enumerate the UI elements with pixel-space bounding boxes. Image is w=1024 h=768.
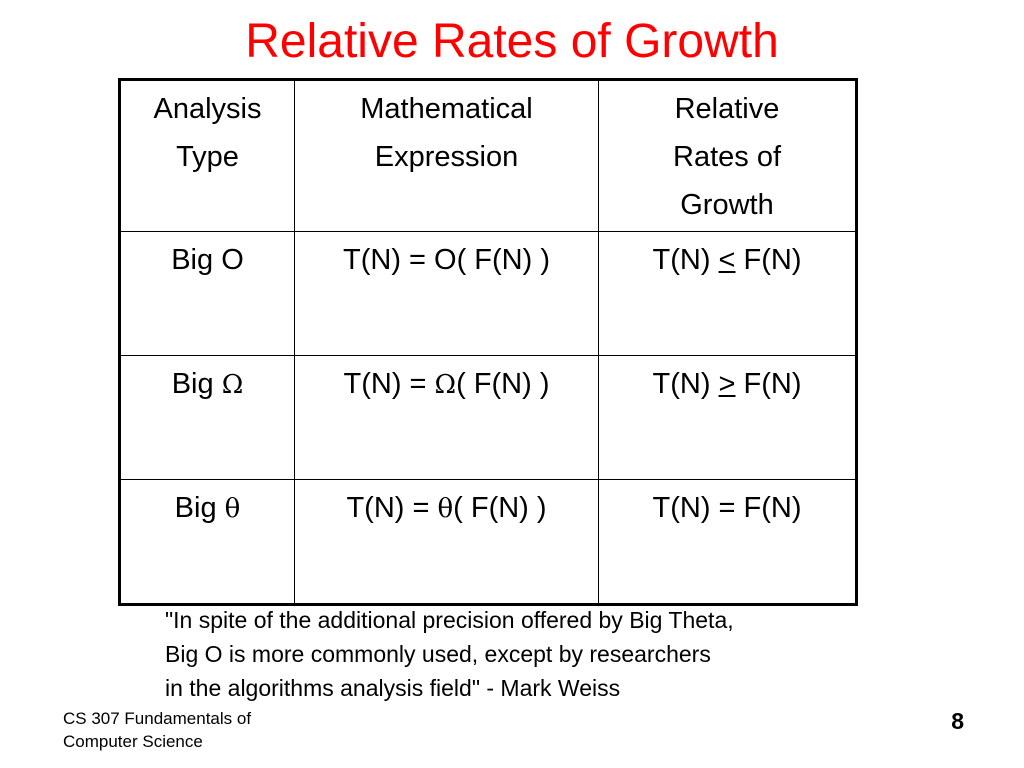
- table-row: Big θ T(N) = θ( F(N) ) T(N) = F(N): [119, 479, 857, 605]
- header-line: Rates of: [673, 141, 781, 173]
- growth-cell: T(N) = F(N): [598, 479, 857, 605]
- analysis-type-cell: Big O: [119, 231, 295, 356]
- growth-cell: T(N) > F(N): [598, 355, 857, 480]
- growth-left: T(N): [652, 368, 719, 400]
- header-mathematical-expression: Mathematical Expression: [294, 79, 599, 232]
- course-footer: CS 307 Fundamentals of Computer Science: [63, 707, 251, 753]
- analysis-prefix: Big: [174, 492, 217, 524]
- expression-prefix: T(N) =: [343, 368, 435, 400]
- growth-left: T(N): [652, 492, 719, 524]
- page-number: 8: [951, 708, 964, 734]
- analysis-prefix: Big: [171, 368, 214, 400]
- analysis-symbol: O: [221, 244, 244, 276]
- less-or-equal-operator: <: [718, 244, 736, 276]
- growth-cell: T(N) < F(N): [598, 231, 857, 356]
- header-analysis-type: Analysis Type: [119, 79, 295, 232]
- header-line: Mathematical: [360, 93, 533, 125]
- equals-operator: =: [718, 492, 736, 524]
- quote-line: in the algorithms analysis field" - Mark…: [165, 675, 621, 701]
- course-footer-line: CS 307 Fundamentals of: [63, 709, 252, 728]
- quote-text: "In spite of the additional precision of…: [165, 603, 885, 705]
- table-row: Big O T(N) = O( F(N) ) T(N) < F(N): [119, 231, 857, 356]
- expression-cell: T(N) = Ω( F(N) ): [294, 355, 599, 480]
- expression-prefix: T(N) =: [346, 492, 438, 524]
- quote-line: "In spite of the additional precision of…: [165, 607, 734, 633]
- analysis-prefix: Big: [171, 244, 214, 276]
- expression-suffix: ( F(N) ): [453, 492, 547, 524]
- header-line: Analysis: [153, 93, 262, 125]
- growth-right: F(N): [735, 244, 802, 276]
- header-line: Relative: [674, 93, 780, 125]
- slide-title: Relative Rates of Growth: [245, 15, 779, 68]
- analysis-type-cell: Big Ω: [119, 355, 295, 480]
- greater-or-equal-operator: >: [718, 368, 736, 400]
- growth-rates-table: Analysis Type Mathematical Expression Re…: [118, 78, 858, 606]
- growth-left: T(N): [652, 244, 719, 276]
- header-relative-rates: Relative Rates of Growth: [598, 79, 857, 232]
- theta-symbol: θ: [224, 494, 241, 524]
- theta-symbol: θ: [437, 494, 454, 524]
- expression-suffix: ( F(N) ): [456, 368, 550, 400]
- course-footer-line: Computer Science: [63, 732, 203, 751]
- header-line: Growth: [680, 189, 774, 221]
- quote-line: Big O is more commonly used, except by r…: [165, 641, 711, 667]
- expression-cell: T(N) = θ( F(N) ): [294, 479, 599, 605]
- analysis-type-cell: Big θ: [119, 479, 295, 605]
- omega-symbol: Ω: [221, 370, 244, 400]
- growth-right: F(N): [735, 368, 802, 400]
- table-header-row: Analysis Type Mathematical Expression Re…: [119, 79, 857, 232]
- header-line: Type: [176, 141, 239, 173]
- expression-symbol: O: [434, 244, 457, 276]
- expression-prefix: T(N) =: [343, 244, 435, 276]
- header-line: Expression: [374, 141, 519, 173]
- expression-cell: T(N) = O( F(N) ): [294, 231, 599, 356]
- omega-symbol: Ω: [434, 370, 457, 400]
- growth-right: F(N): [735, 492, 802, 524]
- table-row: Big Ω T(N) = Ω( F(N) ) T(N) > F(N): [119, 355, 857, 480]
- expression-suffix: ( F(N) ): [456, 244, 550, 276]
